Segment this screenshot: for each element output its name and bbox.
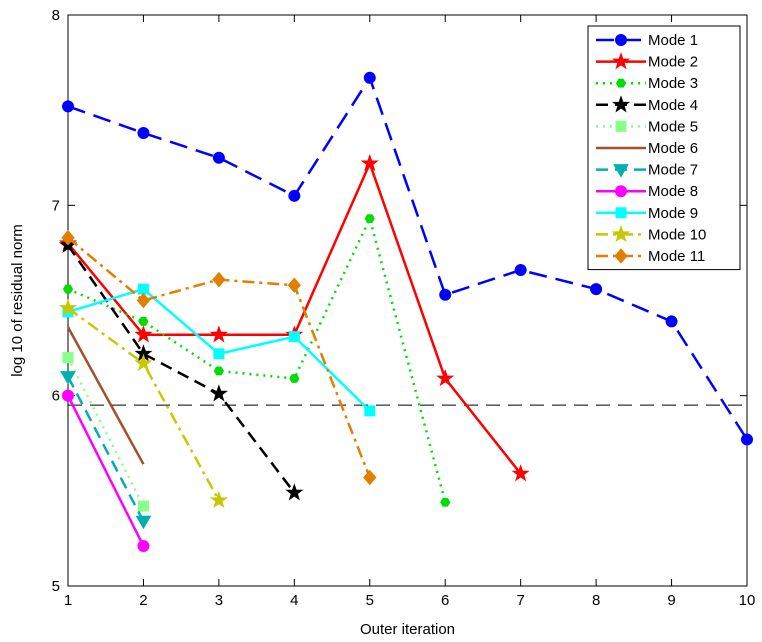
- series-1-point-2: [137, 127, 150, 140]
- legend-marker-11: [614, 248, 628, 264]
- legend-label-8: Mode 8: [648, 183, 698, 200]
- series-1-point-7: [514, 264, 527, 277]
- legend-label-11: Mode 11: [648, 248, 705, 265]
- x-axis-title: Outer iteration: [360, 621, 455, 638]
- series-9-point-5: [364, 405, 376, 417]
- x-tick-label-3: 3: [215, 592, 223, 609]
- series-1-point-1: [62, 100, 74, 113]
- series-3-point-4: [289, 374, 300, 383]
- x-tick-label-5: 5: [366, 592, 374, 609]
- legend-marker-10: [611, 224, 631, 243]
- series-1-point-6: [439, 288, 452, 301]
- series-4-point-4: [285, 483, 304, 501]
- series-3-point-1: [62, 284, 74, 294]
- x-tick-label-8: 8: [592, 592, 600, 609]
- series-1-line: [67, 76, 749, 441]
- legend-label-3: Mode 3: [648, 75, 698, 92]
- series-5: [62, 352, 149, 512]
- series-8: [62, 389, 150, 553]
- legend-label-4: Mode 4: [648, 97, 698, 114]
- legend: Mode 1 Mode 2 Mode 3 Mode 4 Mode 5 Mode 6 Mode…: [587, 25, 741, 271]
- legend-marker-5: [615, 120, 627, 132]
- legend-label-7: Mode 7: [648, 162, 698, 179]
- series-1-point-5: [363, 71, 376, 84]
- series-3-line: [67, 217, 447, 503]
- legend-marker-8: [615, 185, 627, 198]
- series-3: [62, 214, 451, 507]
- series-10-point-1: [58, 298, 78, 316]
- x-tick-label-1: 1: [64, 592, 72, 609]
- series-11-point-4: [287, 277, 301, 294]
- series-8-point-2: [137, 540, 150, 553]
- series-11-point-1: [61, 229, 75, 246]
- series-3-point-6: [440, 497, 451, 507]
- series-7-point-2: [135, 515, 152, 530]
- series-2-point-7: [511, 464, 530, 482]
- y-tick-label-6: 6: [52, 388, 60, 405]
- ticks-layer: 1 2 3 4 5 6 7 8 9 10 5 6 7 8: [52, 7, 756, 609]
- series-1-point-8: [590, 283, 603, 296]
- legend-marker-2: [611, 52, 631, 70]
- series-7-point-1: [60, 371, 76, 385]
- y-tick-label-8: 8: [52, 7, 60, 24]
- x-tick-label-9: 9: [667, 592, 675, 609]
- series-9-point-3: [213, 348, 225, 360]
- series-3-point-2: [138, 317, 149, 326]
- x-tick-label-2: 2: [139, 592, 147, 609]
- series-6: [66, 326, 145, 465]
- series-7: [60, 371, 152, 530]
- series-layer: [58, 71, 753, 553]
- series-1-point-10: [741, 433, 753, 446]
- x-tick-label-6: 6: [441, 592, 449, 609]
- series-6-line: [66, 326, 145, 465]
- series-1-point-9: [665, 315, 678, 328]
- series-9-point-2: [137, 283, 149, 295]
- x-tick-label-10: 10: [739, 592, 756, 609]
- series-3-point-5: [364, 214, 375, 224]
- legend-label-2: Mode 2: [648, 54, 698, 71]
- legend-label-1: Mode 1: [648, 32, 698, 49]
- series-11: [61, 229, 377, 486]
- legend-label-6: Mode 6: [648, 140, 698, 157]
- series-2-point-5: [360, 153, 379, 172]
- series-4-point-3: [209, 384, 228, 402]
- x-tick-label-7: 7: [516, 592, 524, 609]
- legend-marker-9: [615, 207, 627, 219]
- series-1-point-4: [288, 189, 301, 202]
- legend-label-9: Mode 9: [648, 205, 698, 222]
- series-1-point-3: [212, 151, 225, 164]
- y-tick-label-7: 7: [52, 197, 60, 214]
- series-2-point-3: [209, 325, 228, 343]
- series-10-point-2: [134, 353, 153, 372]
- x-tick-label-4: 4: [290, 592, 298, 609]
- legend-marker-3: [615, 78, 627, 88]
- series-11-point-2: [136, 292, 151, 309]
- series-11-point-3: [212, 271, 226, 288]
- series-11-point-5: [363, 469, 377, 486]
- series-3-point-3: [213, 366, 224, 376]
- series-1: [62, 71, 753, 446]
- legend-marker-4: [611, 95, 631, 113]
- series-8-line: [66, 395, 145, 547]
- series-10: [58, 298, 228, 509]
- series-2-point-6: [436, 369, 455, 387]
- series-8-point-1: [62, 389, 74, 402]
- legend-label-5: Mode 5: [648, 118, 698, 135]
- legend-marker-1: [615, 34, 627, 46]
- series-10-point-3: [209, 490, 228, 509]
- series-7-line: [66, 376, 145, 522]
- series-9-point-4: [288, 331, 300, 343]
- legend-label-10: Mode 10: [648, 226, 706, 243]
- y-tick-label-5: 5: [52, 578, 60, 595]
- series-5-point-2: [137, 500, 149, 512]
- series-5-point-1: [62, 352, 74, 364]
- series-2-point-2: [134, 325, 153, 343]
- legend-marker-7: [613, 164, 629, 178]
- y-axis-title: log 10 of residual norm: [9, 224, 26, 377]
